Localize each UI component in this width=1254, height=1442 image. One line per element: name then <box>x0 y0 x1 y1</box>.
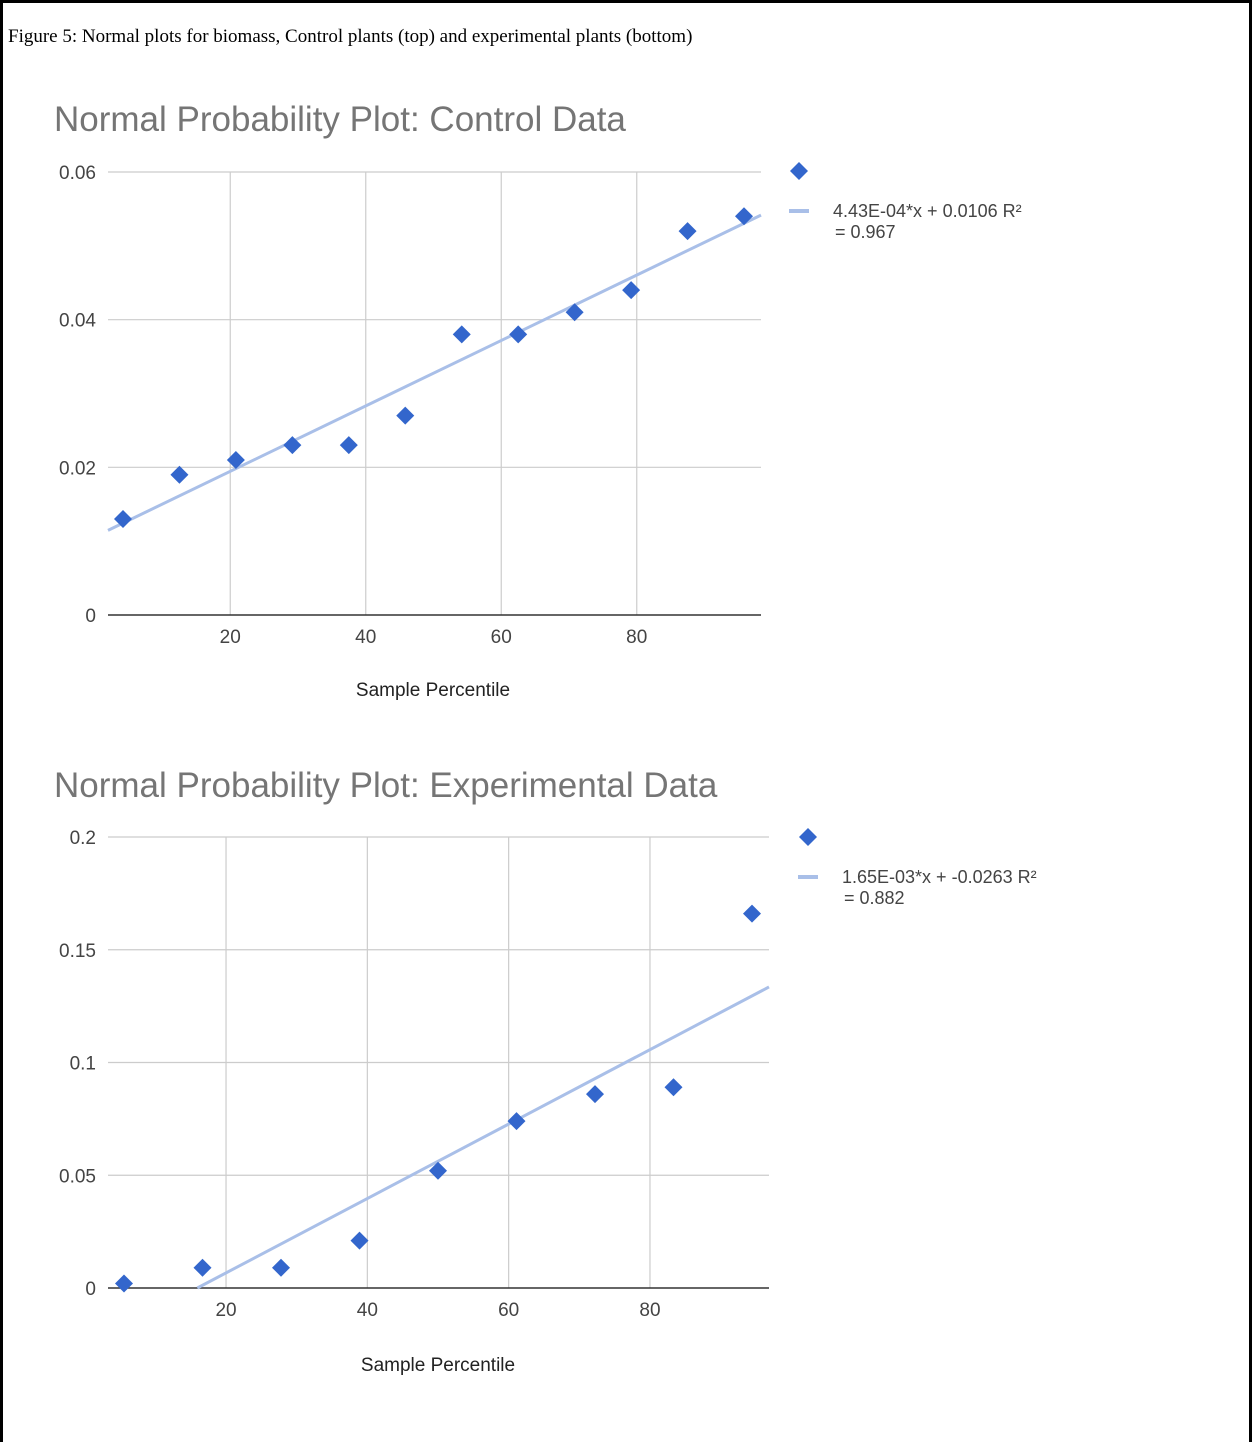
control-legend-point-marker <box>790 162 808 180</box>
experimental-trendline <box>196 985 770 1290</box>
control-chart: Normal Probability Plot: Control Data 20 4… <box>54 100 1022 701</box>
experimental-data-point <box>350 1231 369 1250</box>
experimental-xtick-label: 40 <box>357 1300 378 1321</box>
experimental-legend-point-marker <box>799 828 817 846</box>
experimental-ytick-label: 0.1 <box>70 1054 96 1075</box>
control-data-point <box>452 325 471 344</box>
control-legend-trendline-label: 4.43E-04*x + 0.0106 R² <box>833 201 1022 221</box>
control-trendline <box>107 213 762 532</box>
experimental-data-point <box>664 1078 683 1097</box>
control-chart-title: Normal Probability Plot: Control Data <box>54 100 626 139</box>
experimental-x-axis-label: Sample Percentile <box>361 1355 515 1376</box>
experimental-ytick-label: 0.05 <box>59 1166 96 1187</box>
experimental-data-point <box>586 1085 604 1104</box>
control-data-point <box>226 450 245 469</box>
control-data-point <box>114 510 132 529</box>
experimental-chart-title: Normal Probability Plot: Experimental Da… <box>54 766 718 805</box>
control-xtick-label: 80 <box>626 627 647 648</box>
experimental-ytick-label: 0.15 <box>59 941 96 962</box>
control-ytick-label: 0 <box>85 606 96 627</box>
control-data-point <box>735 207 753 226</box>
control-xtick-label: 20 <box>220 627 241 648</box>
experimental-ytick-label: 0.2 <box>70 828 96 849</box>
control-x-axis-label: Sample Percentile <box>356 680 510 701</box>
experimental-legend-trendline-label: 1.65E-03*x + -0.0263 R² <box>842 867 1037 887</box>
experimental-data-point <box>193 1258 212 1277</box>
control-ytick-label: 0.06 <box>59 163 96 184</box>
control-data-point <box>622 281 641 300</box>
control-data-point <box>283 436 302 455</box>
experimental-data-point <box>115 1274 133 1293</box>
control-data-point <box>509 325 528 344</box>
control-legend-r2-label: = 0.967 <box>835 222 896 242</box>
control-data-point <box>678 222 697 241</box>
control-xtick-label: 60 <box>491 627 512 648</box>
control-data-point <box>396 406 415 425</box>
experimental-ytick-label: 0 <box>85 1279 96 1300</box>
control-data-point <box>339 436 358 455</box>
experimental-data-point <box>272 1258 290 1277</box>
control-ytick-label: 0.04 <box>59 311 96 332</box>
experimental-xtick-label: 60 <box>498 1300 519 1321</box>
experimental-data-point <box>743 904 761 923</box>
control-ytick-label: 0.02 <box>59 458 96 479</box>
figure-caption: Figure 5: Normal plots for biomass, Cont… <box>8 26 693 47</box>
control-plot: Normal Probability Plot: Control Data 20 4… <box>54 100 1022 701</box>
experimental-xtick-label: 20 <box>215 1300 236 1321</box>
control-data-point <box>170 465 189 484</box>
experimental-xtick-label: 80 <box>639 1300 660 1321</box>
experimental-data-point <box>507 1112 526 1131</box>
experimental-legend-r2-label: = 0.882 <box>844 888 905 908</box>
experimental-data-point <box>429 1161 447 1180</box>
control-xtick-label: 40 <box>355 627 376 648</box>
experimental-plot: Normal Probability Plot: Experimental Da… <box>54 766 1037 1376</box>
control-data-point <box>565 303 584 322</box>
